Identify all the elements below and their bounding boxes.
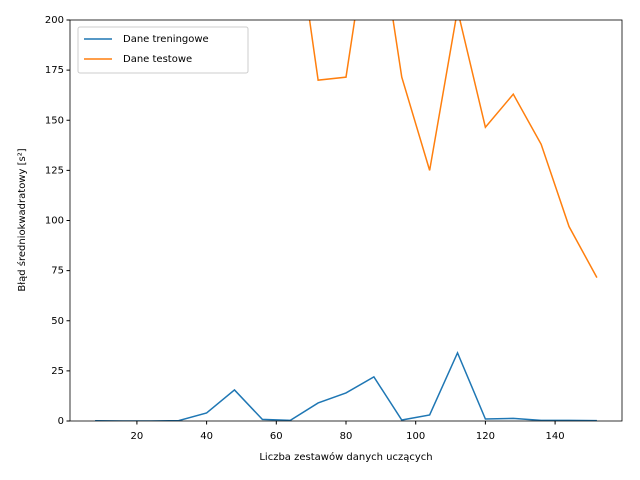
- x-axis-label: Liczba zestawów danych uczących: [259, 451, 432, 463]
- x-tick-label: 100: [406, 431, 425, 442]
- y-tick-label: 150: [45, 115, 64, 126]
- y-tick-label: 75: [51, 266, 64, 277]
- plot-area: [95, 20, 598, 421]
- axes-frame: [69, 19, 623, 422]
- x-tick-label: 120: [476, 431, 495, 442]
- legend-box: [77, 26, 249, 74]
- y-tick-label: 0: [58, 416, 64, 427]
- y-tick-label: 175: [45, 65, 64, 76]
- x-tick-label: 140: [546, 431, 565, 442]
- legend-label: Dane testowe: [123, 54, 192, 65]
- x-tick-label: 60: [270, 431, 283, 442]
- y-axis-label: Błąd średniokwadratowy [s²]: [16, 148, 28, 291]
- legend-label: Dane treningowe: [123, 34, 209, 45]
- y-tick-label: 100: [45, 216, 64, 227]
- y-tick-label: 50: [51, 316, 64, 327]
- y-tick-label: 200: [45, 15, 64, 26]
- x-tick-label: 20: [131, 431, 144, 442]
- x-tick-label: 80: [340, 431, 353, 442]
- y-tick-label: 125: [45, 165, 64, 176]
- series-line: [308, 20, 598, 279]
- series-line: [95, 350, 597, 421]
- x-tick-label: 40: [200, 431, 213, 442]
- y-tick-label: 25: [51, 366, 64, 377]
